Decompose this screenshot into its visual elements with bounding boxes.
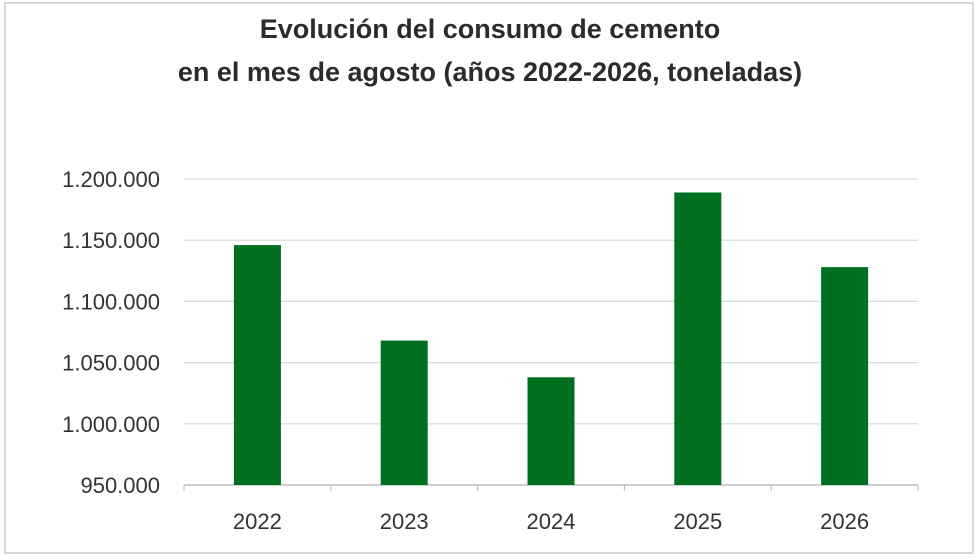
chart-frame	[4, 2, 974, 554]
x-tick-label: 2022	[233, 509, 282, 534]
x-tick-label: 2025	[673, 509, 722, 534]
x-tick-label: 2024	[527, 509, 576, 534]
y-tick-label: 1.050.000	[62, 351, 160, 376]
x-tick-label: 2023	[380, 509, 429, 534]
chart-title-line-2: en el mes de agosto (años 2022-2026, ton…	[177, 57, 803, 87]
chart-title-line-1: Evolución del consumo de cemento	[259, 14, 721, 44]
x-tick-label: 2026	[820, 509, 869, 534]
y-tick-label: 1.200.000	[62, 167, 160, 192]
bar-2026	[821, 267, 869, 485]
y-axis-ticks: 950.000 1.000.000 1.050.000 1.100.000 1.150.…	[62, 167, 160, 498]
y-tick-label: 950.000	[80, 473, 160, 498]
y-tick-label: 1.000.000	[62, 412, 160, 437]
bar-2022	[233, 245, 281, 485]
bar-2024	[527, 377, 575, 485]
bar-2023	[380, 340, 428, 485]
x-axis-ticks: 2022 2023 2024 2025 2026	[183, 485, 919, 534]
y-tick-label: 1.100.000	[62, 289, 160, 314]
bars	[233, 192, 869, 486]
y-tick-label: 1.150.000	[62, 228, 160, 253]
bar-2025	[674, 192, 722, 486]
